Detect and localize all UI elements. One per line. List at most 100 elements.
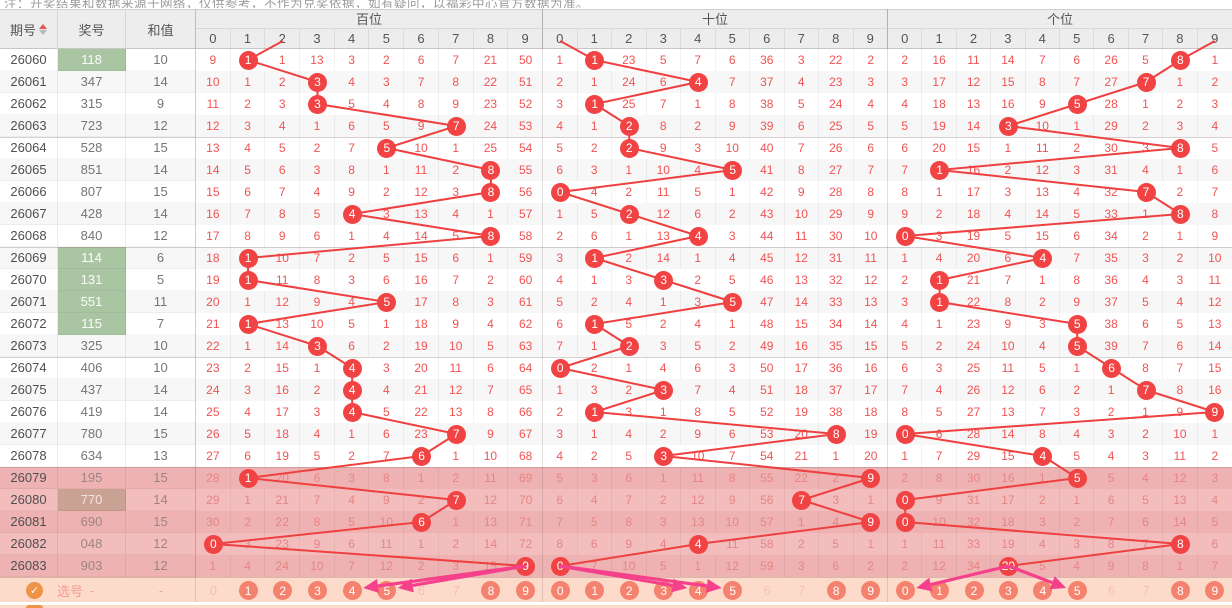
omission-cell: 16 — [957, 159, 992, 181]
omission-cell: 4 — [300, 423, 335, 445]
omission-cell: 8 — [1129, 357, 1164, 379]
omission-value: 1 — [694, 97, 702, 111]
selected-digit[interactable]: 2 — [619, 581, 639, 600]
selected-digit[interactable]: 9 — [516, 581, 536, 600]
omission-value: 13 — [449, 405, 463, 419]
header-digit-bai-2: 2 — [265, 28, 301, 49]
omission-cell: 36 — [1094, 269, 1129, 291]
selected-digit[interactable]: 1 — [930, 581, 950, 600]
selected-digit[interactable]: 3 — [998, 581, 1018, 600]
omission-value: 4 — [1176, 295, 1184, 309]
omission-value: 12 — [414, 185, 428, 199]
selected-digit[interactable]: 0 — [895, 581, 915, 600]
omission-cell: 23 — [957, 313, 992, 335]
selected-digit[interactable]: 0 — [550, 581, 570, 600]
omission-cell: 1 — [300, 115, 335, 137]
omission-cell: 35 — [1094, 247, 1129, 269]
omission-value: 55 — [518, 163, 533, 177]
selected-digit[interactable]: 5 — [377, 581, 397, 600]
omission-value: 4 — [1107, 449, 1115, 463]
selected-digit[interactable]: 4 — [1033, 581, 1053, 600]
omission-value: 6 — [417, 53, 425, 67]
omission-cell: 2 — [612, 247, 647, 269]
omission-cell: 21 — [957, 269, 992, 291]
omission-value: 1 — [832, 449, 840, 463]
selected-digit[interactable]: 8 — [826, 581, 846, 600]
unselected-digit[interactable]: 7 — [1129, 578, 1163, 603]
selected-digit[interactable]: 3 — [307, 581, 327, 600]
omission-cell: 5 — [370, 115, 405, 137]
sort-icon[interactable] — [39, 23, 47, 35]
omission-value: 1 — [625, 361, 633, 375]
omission-value: 23 — [275, 537, 289, 551]
unselected-digit[interactable]: 7 — [439, 578, 474, 603]
omission-cell: 8 — [300, 269, 335, 291]
omission-cell: 14 — [647, 247, 681, 269]
omission-cell: 2 — [404, 489, 439, 511]
unselected-digit[interactable]: 6 — [1094, 578, 1128, 603]
sum-cell: 10 — [126, 49, 196, 71]
omission-value: 5 — [1142, 53, 1149, 67]
selected-digit[interactable]: 8 — [1170, 581, 1190, 600]
sum-value: 9 — [156, 96, 165, 111]
omission-cell: 19 — [991, 533, 1026, 555]
omission-value: 19 — [206, 273, 220, 287]
omission-cell: 14 — [1026, 203, 1060, 225]
omission-value: 9 — [1004, 317, 1012, 331]
omission-cell: 3 — [543, 423, 578, 445]
omission-value: 13 — [656, 229, 670, 243]
unselected-digit[interactable]: 7 — [785, 578, 820, 603]
omission-cell: 5 — [1129, 489, 1164, 511]
selected-digit[interactable]: 2 — [273, 581, 293, 600]
check-icon[interactable]: ✓ — [26, 582, 43, 599]
number-value: 851 — [80, 162, 103, 177]
selected-digit[interactable]: 9 — [861, 581, 881, 600]
omission-value: 8 — [278, 207, 286, 221]
period-value: 26067 — [10, 206, 47, 221]
selected-digit[interactable]: 2 — [964, 581, 984, 600]
omission-value: 5 — [1211, 515, 1219, 529]
period-value: 26075 — [10, 382, 47, 397]
selected-digit[interactable]: 1 — [585, 581, 605, 600]
unselected-digit[interactable]: 6 — [404, 578, 439, 603]
omission-cell: 6 — [854, 137, 889, 159]
omission-cell: 11 — [439, 357, 474, 379]
selected-digit[interactable]: 1 — [238, 581, 258, 600]
digit-header-label: 8 — [486, 31, 495, 46]
selected-digit[interactable]: 5 — [1067, 581, 1087, 600]
omission-value: 2 — [867, 559, 875, 573]
omission-cell: 8 — [1026, 423, 1060, 445]
omission-cell: 4 — [612, 423, 647, 445]
omission-value: 21 — [275, 493, 289, 507]
unselected-digit[interactable]: 0 — [196, 578, 231, 603]
omission-cell: 7 — [1026, 401, 1060, 423]
sum-value: 7 — [156, 316, 165, 331]
header-period[interactable]: 期号 — [0, 9, 58, 49]
number-cell: 114 — [58, 247, 126, 269]
hit-circle: 4 — [688, 72, 708, 92]
selected-digit[interactable]: 4 — [342, 581, 362, 600]
omission-cell: 7 — [370, 445, 405, 467]
omission-cell: 10 — [681, 445, 716, 467]
omission-cell: 54 — [750, 445, 785, 467]
selected-digit[interactable]: 5 — [723, 581, 743, 600]
digit-header-label: 2 — [625, 31, 633, 46]
omission-cell: 3 — [716, 225, 750, 247]
omission-value: 18 — [275, 427, 289, 441]
omission-cell: 55 — [508, 159, 543, 181]
selected-digit[interactable]: 8 — [481, 581, 501, 600]
selected-digit[interactable]: 4 — [688, 581, 708, 600]
unselected-digit[interactable]: 6 — [750, 578, 785, 603]
omission-cell: 8 — [543, 533, 578, 555]
omission-cell: 2 — [543, 401, 578, 423]
omission-value: 3 — [383, 361, 390, 375]
omission-cell: 4 — [335, 291, 370, 313]
group-separator — [0, 137, 1232, 138]
selected-digit[interactable]: 3 — [654, 581, 674, 600]
omission-value: 22 — [483, 75, 498, 89]
omission-value: 38 — [760, 97, 774, 111]
omission-cell: 2 — [854, 49, 889, 71]
omission-value: 3 — [728, 229, 736, 243]
selected-digit[interactable]: 9 — [1205, 581, 1225, 600]
omission-cell: 6 — [335, 533, 370, 555]
